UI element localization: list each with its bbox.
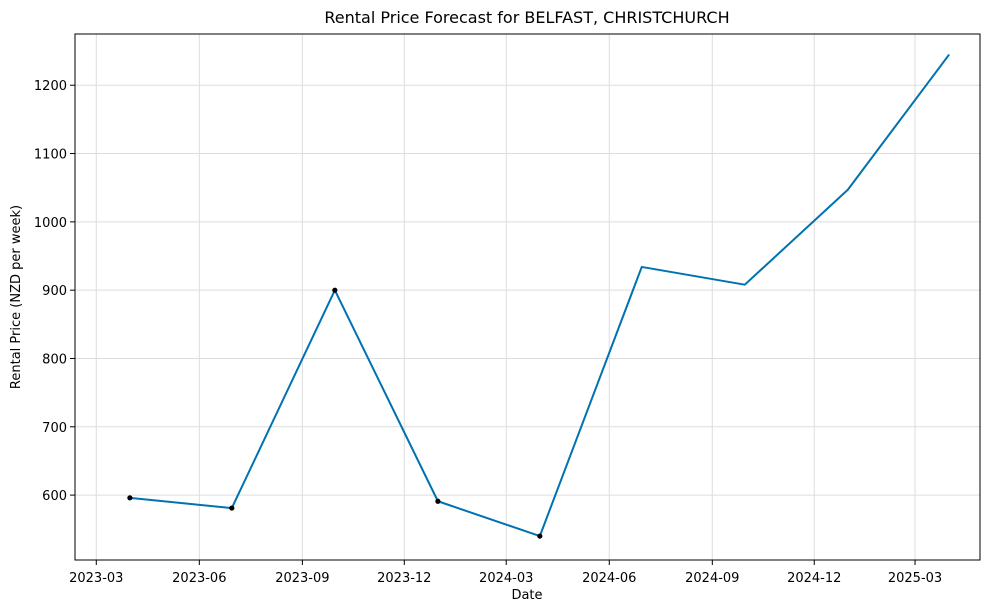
x-tick-label: 2024-09 — [685, 571, 739, 586]
y-tick-label: 1200 — [34, 79, 67, 94]
grid-lines — [75, 34, 980, 560]
x-tick-label: 2023-09 — [275, 571, 329, 586]
axes — [70, 33, 981, 565]
forecast-line — [128, 54, 950, 538]
series-layer — [127, 54, 950, 539]
y-tick-label: 600 — [42, 489, 67, 504]
y-tick-label: 1000 — [34, 216, 67, 231]
observed-data-point — [435, 498, 441, 504]
observed-data-point — [229, 505, 235, 511]
x-tick-label: 2024-06 — [582, 571, 636, 586]
x-tick-label: 2025-03 — [888, 571, 942, 586]
x-tick-label: 2023-12 — [377, 571, 431, 586]
y-tick-label: 800 — [42, 352, 67, 367]
observed-data-point — [537, 533, 543, 539]
observed-data-point — [127, 495, 133, 501]
x-tick-label: 2023-06 — [172, 571, 226, 586]
observed-data-point — [332, 287, 338, 293]
x-tick-label: 2024-03 — [479, 571, 533, 586]
x-axis-label: Date — [511, 588, 542, 603]
plot-frame — [74, 33, 981, 561]
y-tick-label: 900 — [42, 284, 67, 299]
y-axis-label: Rental Price (NZD per week) — [9, 205, 24, 389]
y-tick-label: 1100 — [34, 148, 67, 163]
chart-title: Rental Price Forecast for BELFAST, CHRIS… — [324, 8, 729, 27]
x-tick-label: 2023-03 — [69, 571, 123, 586]
tick-labels: 2023-03 2023-06 2023-09 2023-12 2024-03 2024-… — [34, 79, 942, 586]
y-tick-label: 700 — [42, 421, 67, 436]
x-tick-label: 2024-12 — [787, 571, 841, 586]
